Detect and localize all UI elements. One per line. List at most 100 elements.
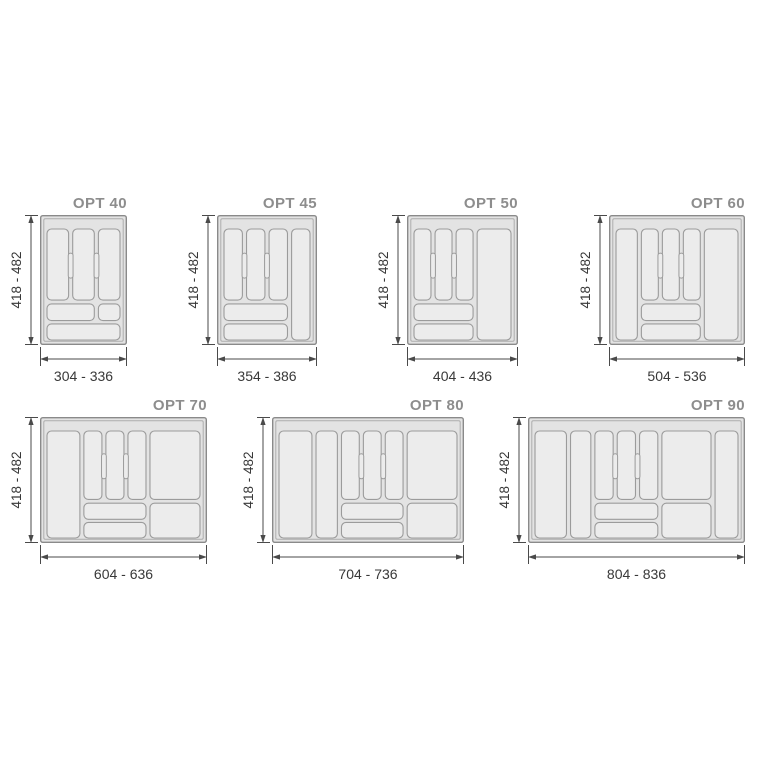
compartment — [127, 430, 147, 501]
dim-arrow-right — [199, 554, 207, 560]
dim-arrow-down — [395, 337, 401, 345]
tray-size-label: OPT 80 — [410, 397, 464, 414]
height-dimension: 418 - 482 — [9, 417, 38, 543]
dim-arrow-left — [407, 356, 415, 362]
width-dim-label: 604 - 636 — [94, 566, 153, 582]
tray-rim — [612, 218, 742, 342]
knife-notch — [123, 453, 129, 480]
knife-notch — [101, 453, 107, 480]
compartment — [340, 521, 404, 539]
compartment — [682, 228, 701, 301]
dim-arrow-up — [597, 215, 603, 223]
tray-size-label: OPT 40 — [73, 195, 127, 212]
compartment — [640, 323, 701, 341]
height-dimension: 418 - 482 — [186, 215, 215, 345]
compartment — [278, 430, 313, 539]
compartment — [661, 228, 680, 301]
compartment — [245, 228, 266, 301]
compartment — [594, 521, 659, 539]
tray-size-label: OPT 50 — [464, 195, 518, 212]
height-dim-label: 418 - 482 — [376, 251, 391, 308]
knife-notch — [264, 252, 270, 279]
height-dim-label: 418 - 482 — [241, 451, 256, 508]
dim-arrow-right — [510, 356, 518, 362]
tray-rim — [531, 420, 742, 540]
compartment — [83, 430, 103, 501]
width-dimension: 404 - 436 — [407, 347, 518, 384]
height-dimension: 418 - 482 — [241, 417, 270, 543]
dim-arrow-down — [28, 337, 34, 345]
dim-arrow-down — [28, 535, 34, 543]
height-dimension: 418 - 482 — [9, 215, 38, 345]
tray-rim — [43, 420, 204, 540]
knife-notch — [678, 252, 685, 279]
tray-diagram-opt-45: OPT 45 418 - 482 354 - 386 — [186, 195, 317, 384]
tray-drawing — [271, 416, 465, 543]
width-dim-label: 304 - 336 — [54, 368, 113, 384]
knife-notch — [93, 252, 100, 279]
tray-diagram-opt-80: OPT 80 418 - 482 704 - 736 — [241, 397, 465, 582]
compartment — [46, 323, 121, 341]
dim-arrow-left — [528, 554, 536, 560]
compartment — [640, 303, 701, 322]
compartment — [149, 502, 201, 539]
dim-arrow-down — [516, 535, 522, 543]
compartment — [223, 228, 243, 301]
compartment — [340, 430, 360, 501]
height-dim-label: 418 - 482 — [578, 251, 593, 308]
knife-notch — [241, 252, 248, 279]
compartment — [714, 430, 739, 539]
compartment — [413, 303, 474, 322]
width-dim-label: 704 - 736 — [338, 566, 397, 582]
knife-notch — [380, 453, 387, 480]
tray-rim — [275, 420, 461, 540]
compartment — [569, 430, 592, 539]
dim-arrow-right — [309, 356, 317, 362]
width-dimension: 504 - 536 — [609, 347, 745, 384]
knife-notch — [358, 453, 365, 480]
compartment — [46, 228, 70, 301]
knife-notch — [67, 252, 74, 279]
compartment — [434, 228, 453, 301]
tray-drawing — [39, 214, 127, 346]
tray-drawing — [39, 416, 208, 543]
compartment — [413, 323, 474, 341]
width-dimension: 304 - 336 — [40, 347, 127, 384]
height-dimension: 418 - 482 — [578, 215, 607, 345]
height-dim-label: 418 - 482 — [9, 451, 24, 508]
width-dimension: 804 - 836 — [528, 545, 745, 582]
dim-arrow-up — [260, 417, 266, 425]
knife-notch — [634, 453, 641, 480]
compartment — [72, 228, 95, 301]
knife-notch — [657, 252, 664, 279]
compartment — [615, 228, 638, 341]
tray-diagram-opt-50: OPT 50 418 - 482 404 - 436 — [376, 195, 518, 384]
dim-arrow-left — [40, 554, 48, 560]
compartment — [105, 430, 125, 501]
dim-arrow-up — [516, 417, 522, 425]
compartment — [406, 502, 458, 539]
dim-arrow-down — [205, 337, 211, 345]
dim-arrow-right — [119, 356, 127, 362]
dim-arrow-down — [260, 535, 266, 543]
knife-notch — [451, 252, 457, 279]
compartment — [703, 228, 739, 341]
height-dim-label: 418 - 482 — [186, 251, 201, 308]
dim-arrow-left — [40, 356, 48, 362]
tray-drawing — [527, 416, 746, 543]
width-dimension: 354 - 386 — [217, 347, 317, 384]
width-dim-label: 504 - 536 — [647, 368, 706, 384]
height-dim-label: 418 - 482 — [9, 251, 24, 308]
height-dimension: 418 - 482 — [376, 215, 405, 345]
width-dim-label: 804 - 836 — [607, 566, 666, 582]
compartment — [149, 430, 201, 501]
compartment — [268, 228, 289, 301]
compartment — [661, 502, 712, 539]
compartment — [291, 228, 311, 341]
compartment — [83, 521, 147, 539]
dim-arrow-left — [217, 356, 225, 362]
tray-size-label: OPT 70 — [153, 397, 207, 414]
compartment — [455, 228, 474, 301]
compartment — [362, 430, 382, 501]
